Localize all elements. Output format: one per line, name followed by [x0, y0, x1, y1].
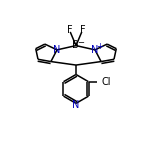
Text: N: N: [91, 45, 99, 55]
Text: N: N: [72, 100, 80, 110]
Text: F: F: [67, 25, 72, 35]
Text: B: B: [72, 40, 79, 50]
Text: +: +: [97, 42, 104, 51]
Text: F: F: [80, 25, 85, 35]
Text: −: −: [77, 38, 84, 47]
Text: N: N: [53, 45, 61, 55]
Text: Cl: Cl: [101, 77, 111, 87]
